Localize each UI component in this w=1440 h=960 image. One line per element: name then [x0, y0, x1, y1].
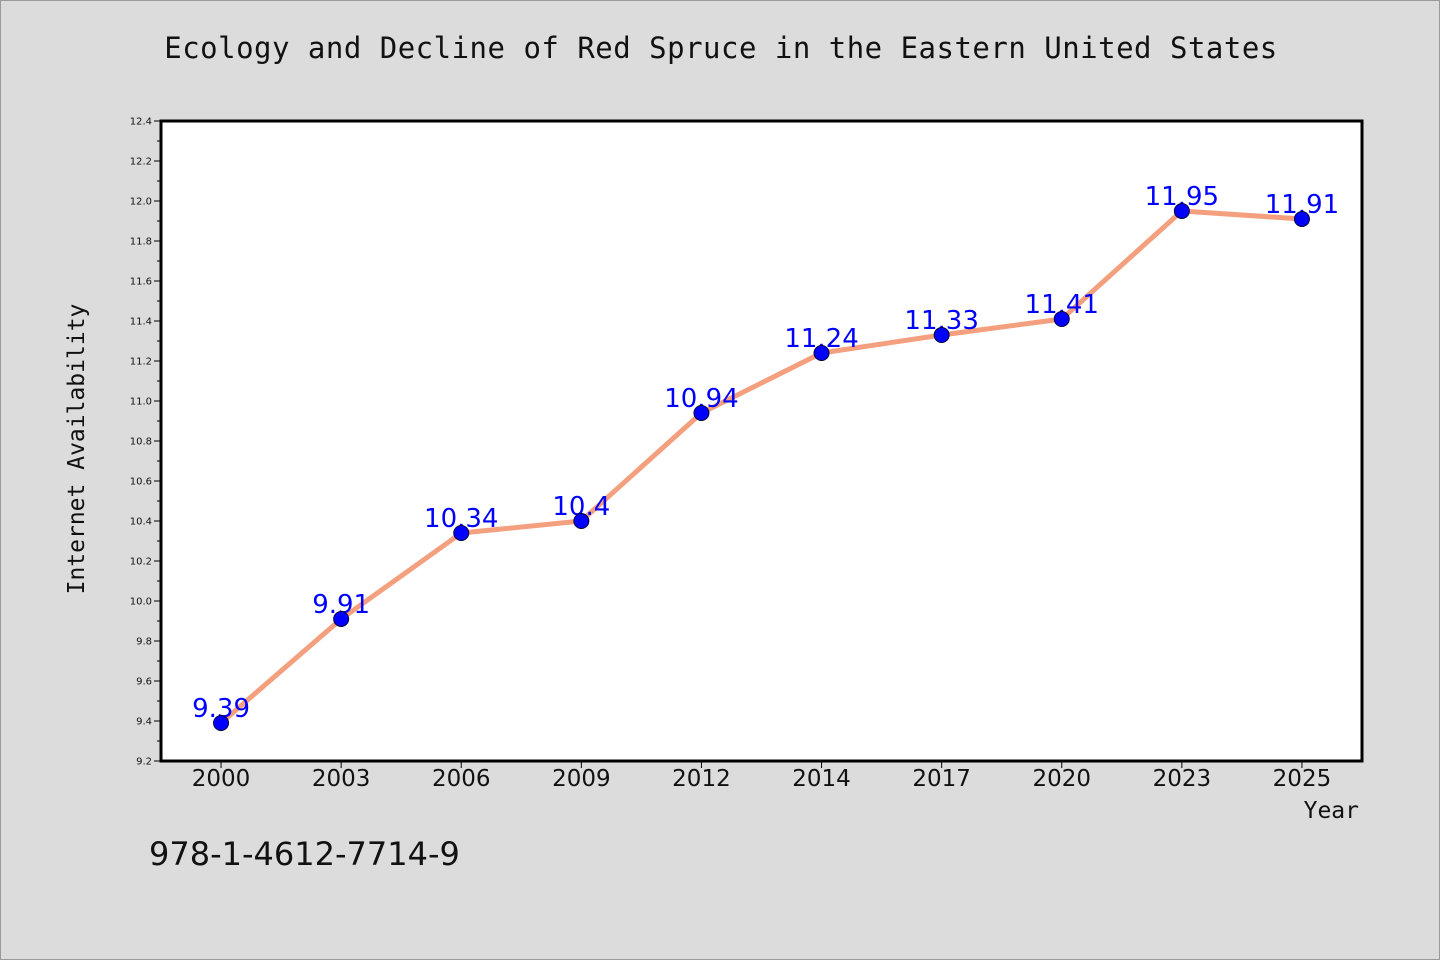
x-axis-label: Year: [1303, 798, 1359, 824]
y-tick-label: 9.8: [136, 637, 152, 648]
y-tick-label: 9.4: [136, 717, 152, 728]
x-tick-label: 2012: [672, 766, 731, 792]
y-tick-label: 11.0: [130, 397, 152, 408]
y-tick-label: 12.4: [130, 117, 152, 128]
y-tick-label: 11.6: [130, 277, 152, 288]
data-point: [933, 327, 950, 343]
y-tick-label: 10.2: [130, 557, 152, 568]
y-tick-label: 12.2: [130, 157, 152, 168]
x-tick-label: 2023: [1153, 766, 1212, 792]
y-tick-label: 11.8: [130, 237, 152, 248]
y-tick-label: 11.4: [130, 317, 152, 328]
x-tick-label: 2020: [1032, 766, 1091, 792]
y-tick-label: 9.6: [136, 677, 152, 688]
y-tick-label: 9.2: [136, 757, 152, 768]
data-point: [453, 525, 470, 541]
data-point: [333, 611, 350, 627]
data-point: [573, 513, 590, 529]
y-axis-label: Internet Availability: [64, 303, 90, 595]
x-tick-label: 2009: [552, 766, 611, 792]
data-point: [1053, 311, 1070, 327]
data-point: [1293, 211, 1310, 227]
x-tick-label: 2003: [312, 766, 371, 792]
y-tick-label: 10.6: [130, 477, 152, 488]
plot-border: [159, 119, 1364, 763]
y-tick-label: 10.0: [130, 597, 152, 608]
series-line: [218, 208, 1305, 726]
chart-title: Ecology and Decline of Red Spruce in the…: [164, 31, 1278, 65]
x-tick-label: 2014: [792, 766, 851, 792]
x-tick-label: 2000: [192, 766, 251, 792]
data-point: [1173, 203, 1190, 219]
isbn-text: 978-1-4612-7714-9: [149, 835, 460, 873]
y-tick-label: 10.4: [130, 517, 152, 528]
y-tick-label: 12.0: [130, 197, 152, 208]
data-point: [813, 345, 830, 361]
y-tick-label: 11.2: [130, 357, 152, 368]
y-tick-label: 10.8: [130, 437, 152, 448]
data-point: [693, 405, 710, 421]
x-tick-label: 2006: [432, 766, 491, 792]
x-tick-label: 2017: [912, 766, 971, 792]
data-point: [213, 715, 230, 731]
x-tick-label: 2025: [1273, 766, 1332, 792]
